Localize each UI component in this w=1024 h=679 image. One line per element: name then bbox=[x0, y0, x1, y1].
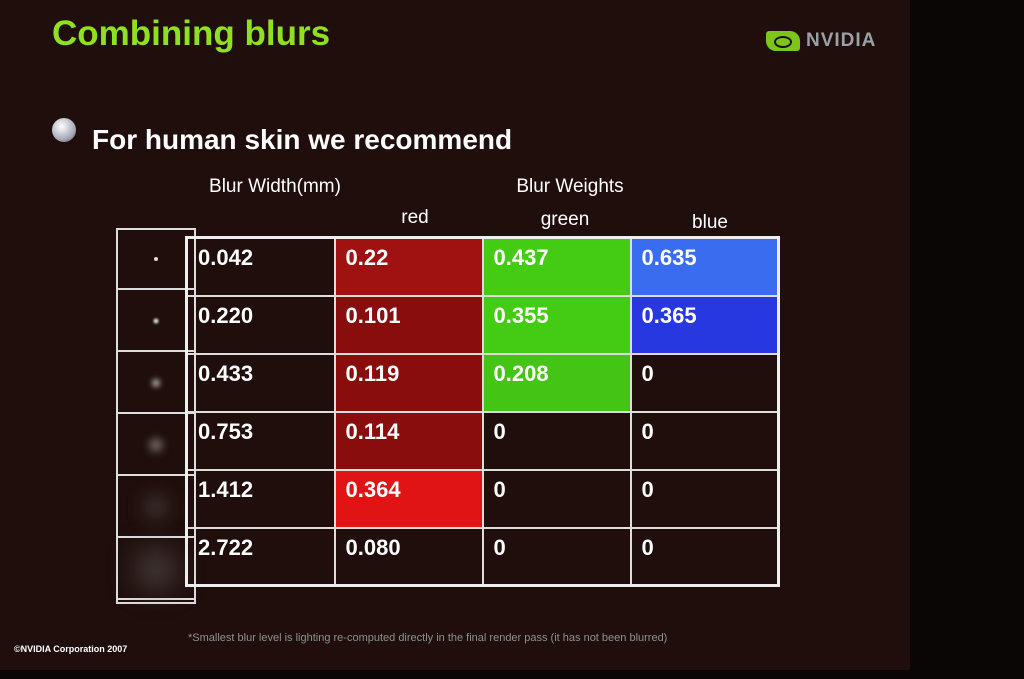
cell-red: 0.364 bbox=[333, 468, 484, 529]
cell-green: 0 bbox=[481, 468, 632, 529]
blur-swatches bbox=[116, 228, 196, 604]
blur-swatch bbox=[118, 292, 194, 352]
cell-red: 0.080 bbox=[333, 526, 484, 587]
cell-green: 0 bbox=[481, 526, 632, 587]
cell-blue: 0 bbox=[629, 526, 780, 587]
cell-red: 0.114 bbox=[333, 410, 484, 471]
blur-swatch bbox=[118, 354, 194, 414]
blur-dot-icon bbox=[148, 499, 164, 515]
cell-red: 0.119 bbox=[333, 352, 484, 413]
header-blur-width: Blur Width(mm) bbox=[209, 176, 341, 197]
table-row: 0.753 0.114 0 0 bbox=[185, 410, 780, 471]
cell-red: 0.22 bbox=[333, 236, 484, 297]
nvidia-eye-icon bbox=[766, 31, 800, 51]
table-row: 1.412 0.364 0 0 bbox=[185, 468, 780, 529]
table-row: 2.722 0.080 0 0 bbox=[185, 526, 780, 587]
blur-swatch bbox=[118, 416, 194, 476]
cell-green: 0.208 bbox=[481, 352, 632, 413]
cell-width: 0.220 bbox=[185, 294, 336, 355]
blur-dot-icon bbox=[151, 440, 161, 450]
cell-width: 0.042 bbox=[185, 236, 336, 297]
copyright: ©NVIDIA Corporation 2007 bbox=[14, 644, 128, 654]
cell-blue: 0 bbox=[629, 352, 780, 413]
cell-blue: 0.365 bbox=[629, 294, 780, 355]
header-blur-weights: Blur Weights bbox=[516, 176, 624, 197]
blur-swatch bbox=[118, 230, 194, 290]
table-row: 0.220 0.101 0.355 0.365 bbox=[185, 294, 780, 355]
table-row: 0.433 0.119 0.208 0 bbox=[185, 352, 780, 413]
bullet-icon bbox=[52, 118, 76, 142]
cell-blue: 0 bbox=[629, 410, 780, 471]
blur-dot-icon bbox=[153, 318, 159, 324]
header-red: red bbox=[401, 207, 429, 228]
cell-green: 0.355 bbox=[481, 294, 632, 355]
table-row: 0.042 0.22 0.437 0.635 bbox=[185, 236, 780, 297]
bullet-text: For human skin we recommend bbox=[92, 124, 513, 155]
logo-text: NVIDIA bbox=[806, 30, 877, 51]
footnote: *Smallest blur level is lighting re-comp… bbox=[188, 632, 668, 644]
blur-table: 0.042 0.22 0.437 0.635 0.220 0.101 0.355 0.365 0… bbox=[185, 236, 780, 587]
nvidia-logo: NVIDIA bbox=[766, 30, 876, 52]
blur-swatch bbox=[118, 478, 194, 538]
cell-blue: 0 bbox=[629, 468, 780, 529]
cell-red: 0.101 bbox=[333, 294, 484, 355]
cell-green: 0.437 bbox=[481, 236, 632, 297]
cell-width: 0.753 bbox=[185, 410, 336, 471]
blur-dot-icon bbox=[152, 379, 160, 387]
slide-title: Combining blurs bbox=[52, 14, 331, 53]
blur-dot-icon bbox=[154, 257, 158, 261]
cell-green: 0 bbox=[481, 410, 632, 471]
slide: Combining blurs NVIDIA For human skin we… bbox=[0, 0, 910, 670]
blur-swatch bbox=[118, 540, 194, 600]
cell-width: 1.412 bbox=[185, 468, 336, 529]
header-green: green bbox=[540, 209, 590, 230]
blur-dot-icon bbox=[141, 554, 171, 584]
cell-blue: 0.635 bbox=[629, 236, 780, 297]
cell-width: 2.722 bbox=[185, 526, 336, 587]
header-blue: blue bbox=[692, 212, 728, 233]
cell-width: 0.433 bbox=[185, 352, 336, 413]
